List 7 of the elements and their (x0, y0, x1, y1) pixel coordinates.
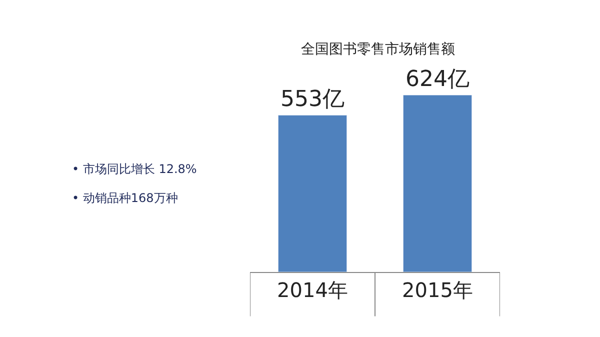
chart-title: 全国图书零售市场销售额 (301, 42, 455, 58)
text: • 动销品种168万种 (72, 191, 178, 205)
x-tick-label: 2014年 (277, 278, 348, 302)
data-label: 624亿 (406, 67, 470, 92)
data-label: 553亿 (280, 87, 345, 112)
x-tick-label: 2015年 (402, 278, 473, 302)
text: • 市场同比增长 12.8% (72, 162, 197, 176)
